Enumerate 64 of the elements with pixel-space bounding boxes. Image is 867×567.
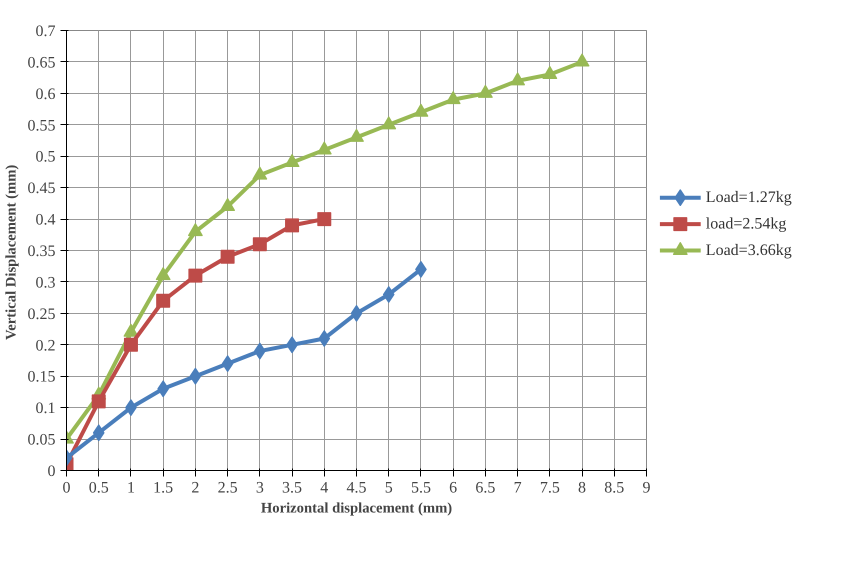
point — [542, 66, 558, 80]
point — [316, 141, 332, 154]
point — [381, 116, 396, 130]
x-tick-label: 6 — [449, 480, 458, 496]
point — [220, 198, 236, 212]
point — [510, 72, 526, 86]
point — [188, 223, 203, 236]
y-tick-label: 0.6 — [36, 86, 56, 103]
point — [413, 104, 428, 117]
y-axis-title: Vertical Displacement (mm) — [4, 164, 20, 340]
x-tick-label: 1.5 — [153, 480, 174, 496]
x-tick-label: 4 — [320, 480, 328, 496]
legend-label: Load=3.66kg — [706, 242, 792, 259]
point — [92, 424, 105, 442]
x-tick-label: 5 — [384, 480, 393, 496]
point — [446, 91, 461, 104]
y-tick-label: 0.4 — [36, 212, 56, 229]
legend-label: Load=1.27kg — [706, 189, 792, 206]
point — [220, 250, 235, 264]
y-tick-label: 0.45 — [28, 180, 56, 198]
point — [124, 338, 138, 352]
x-tick-label: 3.5 — [282, 480, 302, 496]
point — [156, 294, 170, 308]
y-tick-label: 0 — [48, 463, 56, 480]
y-tick-label: 0.65 — [28, 54, 56, 72]
x-tick-label: 1 — [126, 480, 135, 496]
point — [349, 128, 364, 142]
x-tick-label: 8 — [578, 480, 586, 496]
point — [284, 154, 300, 168]
y-tick-label: 0.05 — [28, 432, 56, 449]
y-tick-label: 0.2 — [36, 337, 56, 354]
point — [382, 286, 395, 303]
point — [317, 212, 332, 226]
x-tick-label: 7.5 — [540, 480, 560, 496]
x-tick-label: 9 — [642, 480, 650, 496]
y-tick-label: 0.35 — [28, 243, 56, 260]
x-tick-label: 8.5 — [604, 480, 624, 496]
x-tick-label: 4.5 — [346, 480, 366, 496]
x-tick-label: 0 — [62, 480, 70, 496]
x-tick-label: 5.5 — [410, 480, 431, 496]
point — [188, 268, 202, 283]
point — [92, 394, 106, 408]
point — [252, 237, 267, 252]
x-tick-label: 7 — [514, 480, 522, 496]
point — [156, 267, 171, 280]
point — [252, 166, 268, 180]
point — [574, 53, 590, 66]
x-tick-label: 6.5 — [475, 480, 496, 496]
x-tick-label: 2 — [191, 480, 200, 496]
x-tick-label: 2.5 — [218, 480, 238, 496]
x-axis-title: Horizontal displacement (mm) — [260, 500, 452, 516]
y-tick-label: 0.7 — [36, 23, 56, 40]
x-tick-label: 3 — [256, 480, 264, 496]
y-tick-label: 0.15 — [28, 368, 56, 386]
point — [285, 218, 300, 232]
y-tick-label: 0.3 — [36, 274, 56, 292]
legend-label: load=2.54kg — [706, 216, 786, 233]
y-tick-label: 0.55 — [28, 117, 56, 134]
point — [478, 84, 493, 98]
y-tick-label: 0.25 — [28, 306, 56, 323]
y-tick-label: 0.5 — [36, 148, 56, 166]
y-tick-label: 0.1 — [36, 400, 56, 418]
point — [318, 330, 330, 347]
x-tick-label: 0.5 — [88, 480, 109, 496]
